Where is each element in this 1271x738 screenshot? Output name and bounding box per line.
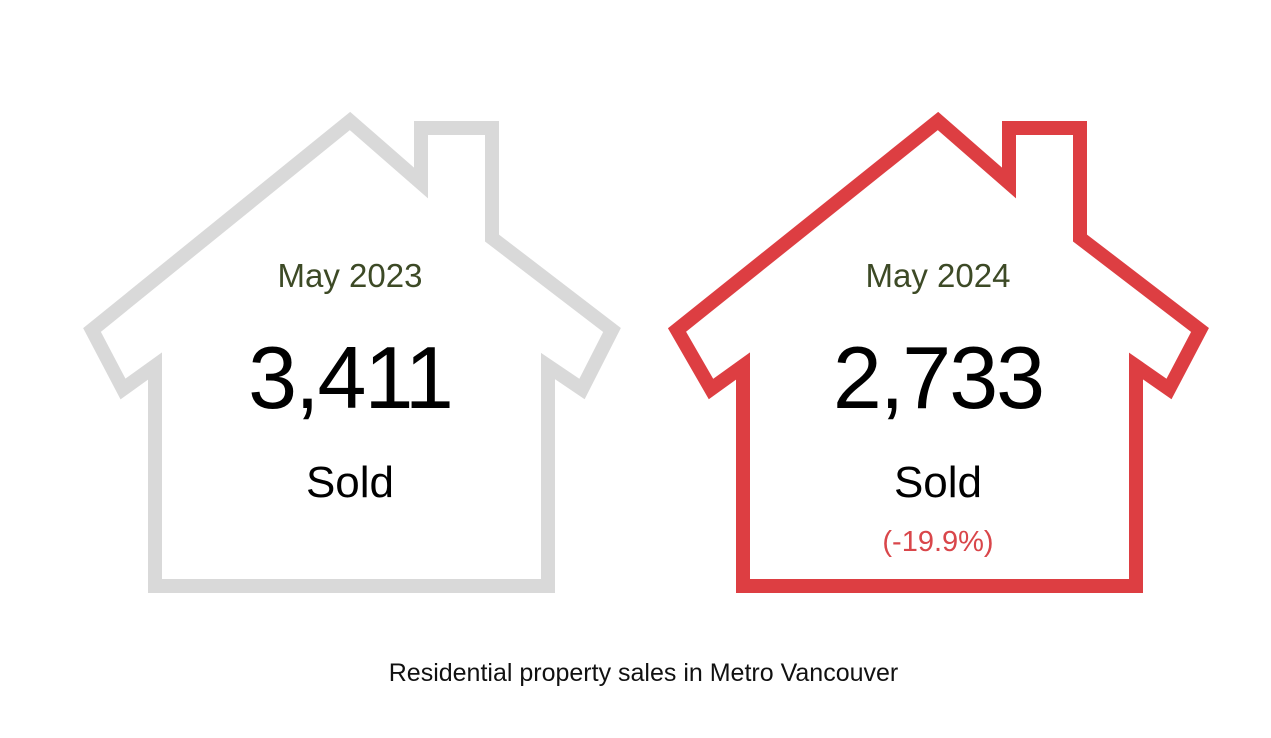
sales-count: 2,733 [832,328,1045,427]
chart-caption: Residential property sales in Metro Vanc… [388,659,899,687]
percent-change: (-19.9%) [882,526,994,558]
sales-card-2024: May 2024 2,733 Sold (-19.9%) [738,0,1138,600]
sales-card-2023: May 2023 3,411 Sold [150,0,550,600]
sold-label: Sold [893,458,983,507]
sold-label: Sold [305,458,395,507]
sales-count: 3,411 [248,328,454,427]
house-outline-2024-icon [667,111,1209,593]
period-label: May 2023 [277,257,423,294]
period-label: May 2024 [865,257,1011,294]
house-outline-2023-icon [83,111,621,593]
